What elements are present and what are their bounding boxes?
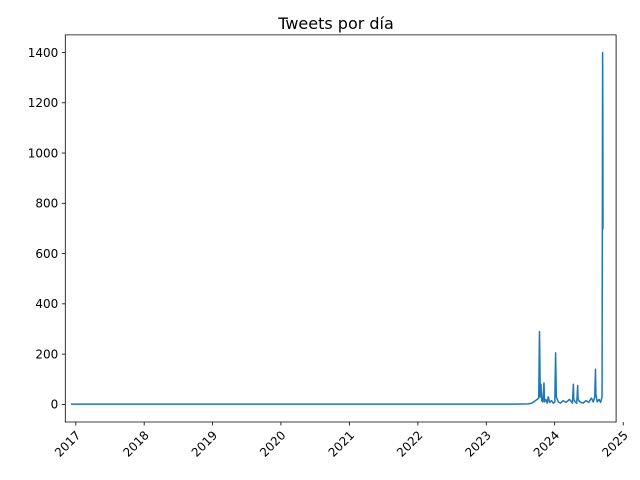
y-tick-label: 800 [35,197,58,211]
x-tick-label: 2017 [52,428,83,459]
y-tick-label: 1000 [28,146,59,160]
y-tick-label: 200 [35,347,58,361]
x-tick-label: 2022 [394,428,425,459]
plot-area [65,34,617,423]
y-axis-ticks: 0 200 400 600 800 1000 1200 1400 [28,46,66,412]
y-tick-label: 1200 [28,96,59,110]
chart-title: Tweets por día [277,14,394,33]
series-line-0 [70,51,604,405]
x-tick-label: 2023 [462,428,493,459]
y-tick-label: 1400 [28,46,59,60]
x-tick-label: 2019 [189,428,220,459]
x-tick-label: 2018 [120,428,151,459]
series-layer [70,51,604,405]
x-tick-label: 2020 [257,428,288,459]
x-tick-label: 2021 [326,428,357,459]
y-tick-label: 400 [35,297,58,311]
x-tick-label: 2025 [599,428,630,459]
y-tick-label: 600 [35,247,58,261]
axes-frame [64,34,617,423]
x-tick-label: 2024 [531,428,562,459]
x-axis-ticks: 2017 2018 2019 2020 2021 2022 2023 2024 2025 [52,422,631,460]
y-tick-label: 0 [51,398,59,412]
